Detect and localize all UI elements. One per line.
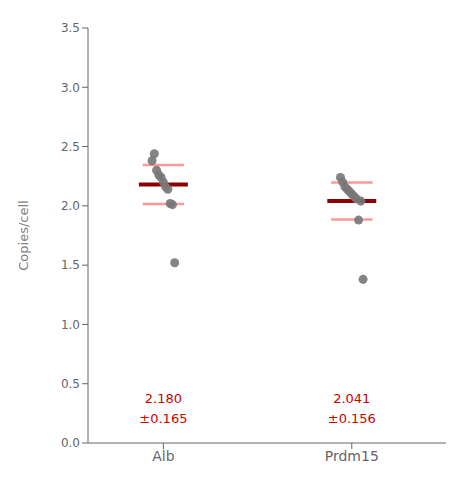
svg-text:±0.156: ±0.156	[328, 411, 376, 426]
svg-text:1.5: 1.5	[61, 258, 80, 272]
svg-text:Copies/cell: Copies/cell	[16, 200, 31, 270]
svg-text:2.180: 2.180	[145, 391, 182, 406]
svg-text:Alb: Alb	[152, 448, 174, 464]
svg-text:3.0: 3.0	[61, 81, 80, 95]
svg-text:2.5: 2.5	[61, 140, 80, 154]
svg-text:0.5: 0.5	[61, 377, 80, 391]
svg-text:1.0: 1.0	[61, 318, 80, 332]
svg-text:2.0: 2.0	[61, 199, 80, 213]
svg-text:±0.165: ±0.165	[139, 411, 187, 426]
svg-text:2.041: 2.041	[333, 391, 370, 406]
svg-text:3.5: 3.5	[61, 21, 80, 35]
svg-text:0.0: 0.0	[61, 436, 80, 450]
svg-text:Prdm15: Prdm15	[325, 448, 379, 464]
